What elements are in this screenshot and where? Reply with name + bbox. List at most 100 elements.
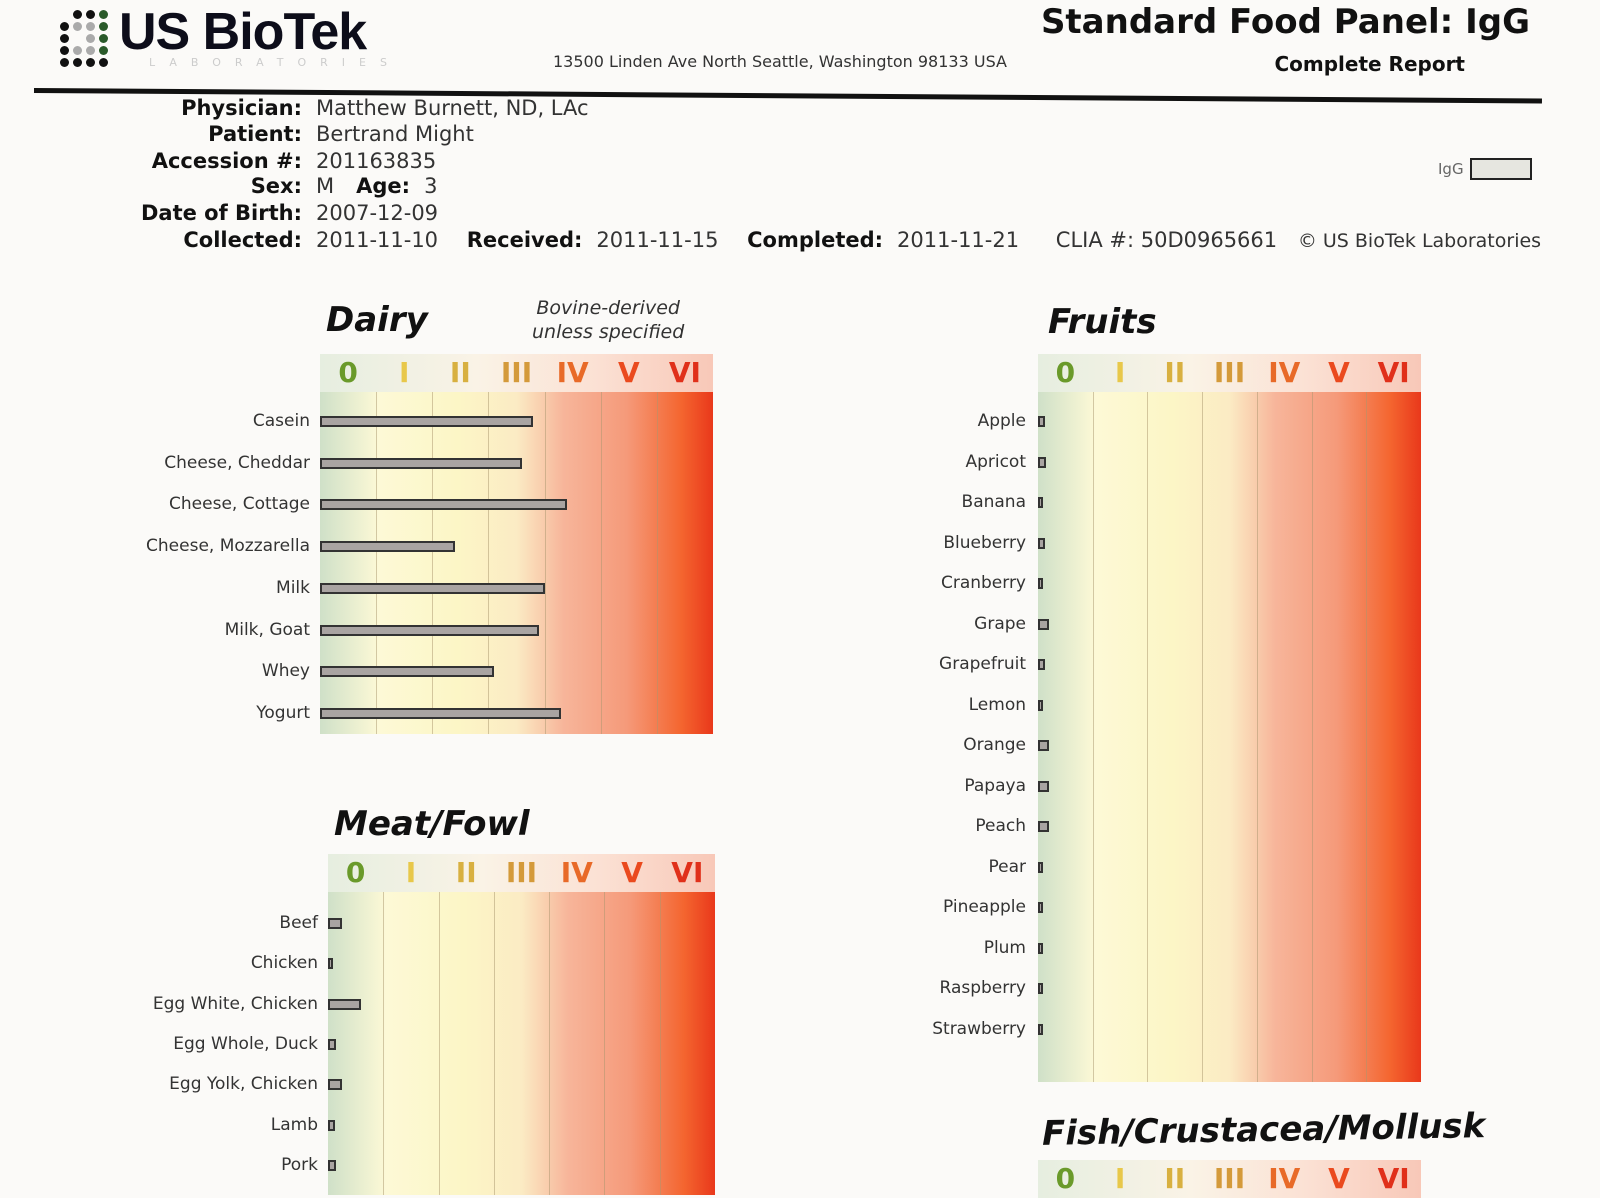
class-label: II bbox=[1164, 356, 1186, 389]
igg-bar bbox=[320, 624, 539, 636]
sex-label: Sex: bbox=[250, 174, 302, 198]
igg-bar bbox=[328, 1159, 337, 1171]
meat-title: Meat/Fowl bbox=[334, 804, 530, 844]
food-label: Chicken bbox=[250, 953, 318, 974]
igg-bar bbox=[320, 666, 495, 678]
food-label: Cheese, Mozzarella bbox=[146, 536, 310, 557]
igg-bar bbox=[1038, 659, 1046, 670]
food-label: Milk, Goat bbox=[224, 619, 310, 640]
copyright: © US BioTek Laboratories bbox=[1297, 230, 1542, 252]
brand-subtitle: LABORATORIES bbox=[149, 56, 401, 69]
class-label: V bbox=[621, 856, 643, 889]
class-header: 0 I II III IV V VI bbox=[1038, 354, 1421, 392]
igg-bar bbox=[1038, 537, 1046, 549]
patient-label: Patient: bbox=[208, 122, 302, 146]
gridline bbox=[1147, 392, 1149, 1082]
plot-area bbox=[320, 392, 713, 734]
class-label: II bbox=[449, 356, 471, 389]
class-label: IV bbox=[560, 856, 593, 889]
class-header: 0 I II III IV V VI bbox=[328, 854, 715, 892]
dob-label: Date of Birth: bbox=[140, 201, 302, 225]
fish-chart: 0 I II III IV V VI bbox=[1038, 1160, 1421, 1198]
igg-bar bbox=[1038, 578, 1044, 589]
plot-area bbox=[328, 892, 715, 1195]
class-label: I bbox=[399, 356, 410, 389]
food-label: Milk bbox=[276, 577, 310, 598]
class-label: I bbox=[405, 856, 417, 889]
plot-area bbox=[1038, 392, 1421, 1082]
dairy-title: Dairy bbox=[326, 300, 428, 340]
dob-value: 2007-12-09 bbox=[316, 201, 439, 225]
food-label: Pineapple bbox=[942, 897, 1026, 917]
class-label: I bbox=[1114, 356, 1126, 389]
received-value: 2011-11-15 bbox=[596, 228, 719, 252]
food-label: Plum bbox=[983, 937, 1026, 958]
food-label: Peach bbox=[975, 816, 1026, 836]
received-label: Received: bbox=[466, 228, 583, 252]
food-label: Beef bbox=[279, 913, 318, 933]
class-label: III bbox=[500, 356, 533, 389]
accession-label: Accession #: bbox=[151, 149, 302, 173]
food-label: Blueberry bbox=[943, 532, 1026, 553]
class-label: 0 bbox=[338, 356, 358, 389]
class-label: II bbox=[455, 856, 477, 889]
food-label: Strawberry bbox=[932, 1018, 1026, 1039]
igg-bar bbox=[320, 582, 545, 594]
igg-bar bbox=[328, 918, 342, 929]
gridline bbox=[544, 392, 546, 734]
clia-number: CLIA #: 50D0965661 bbox=[1055, 228, 1278, 252]
gridline bbox=[549, 892, 551, 1195]
patient-value: Bertrand Might bbox=[316, 122, 474, 146]
igg-bar bbox=[320, 499, 568, 511]
igg-bar bbox=[1038, 740, 1049, 751]
class-label: IV bbox=[1268, 1162, 1301, 1195]
accession-value: 201163835 bbox=[316, 149, 437, 173]
class-label: VI bbox=[1377, 356, 1410, 389]
class-label: VI bbox=[1377, 1162, 1410, 1195]
food-label: Orange bbox=[963, 735, 1026, 755]
food-label: Casein bbox=[252, 411, 310, 431]
fruits-title: Fruits bbox=[1048, 302, 1157, 342]
dairy-note: Bovine-derived unless specified bbox=[532, 296, 684, 344]
logo-dots-icon bbox=[60, 10, 109, 67]
igg-bar bbox=[1038, 699, 1043, 711]
food-label: Grapefruit bbox=[939, 654, 1026, 674]
food-label: Pear bbox=[988, 856, 1026, 877]
class-label: 0 bbox=[1055, 1162, 1076, 1195]
food-label: Egg White, Chicken bbox=[152, 993, 318, 1014]
igg-bar bbox=[1038, 983, 1044, 994]
report-title: Standard Food Panel: IgG bbox=[1040, 2, 1530, 42]
dairy-chart: 0 I II III IV V VI bbox=[320, 354, 713, 734]
legend-label: IgG bbox=[1438, 160, 1464, 178]
gridline bbox=[376, 392, 378, 734]
completed-label: Completed: bbox=[747, 228, 884, 252]
gridline bbox=[1311, 392, 1313, 1082]
gridline bbox=[1202, 392, 1204, 1082]
igg-bar bbox=[1038, 780, 1049, 792]
class-label: V bbox=[1328, 1162, 1350, 1195]
gridline bbox=[432, 392, 434, 734]
igg-bar bbox=[1038, 618, 1049, 630]
igg-bar bbox=[320, 707, 562, 719]
completed-value: 2011-11-21 bbox=[897, 228, 1020, 252]
igg-bar bbox=[1038, 861, 1043, 873]
gridline bbox=[1092, 392, 1094, 1082]
food-label: Lemon bbox=[968, 694, 1026, 715]
class-header: 0 I II III IV V VI bbox=[1038, 1160, 1421, 1198]
class-label: 0 bbox=[1055, 356, 1076, 389]
gridline bbox=[1366, 392, 1368, 1082]
report-subtitle: Complete Report bbox=[1274, 52, 1465, 76]
igg-bar bbox=[328, 1079, 342, 1091]
class-label: III bbox=[1213, 1162, 1246, 1195]
igg-bar bbox=[1038, 497, 1043, 508]
igg-legend: IgG bbox=[1438, 158, 1532, 180]
igg-bar bbox=[1038, 456, 1047, 468]
food-label: Papaya bbox=[964, 775, 1026, 796]
igg-bar bbox=[320, 541, 455, 553]
igg-bar bbox=[1038, 942, 1043, 954]
class-label: 0 bbox=[345, 856, 366, 889]
igg-bar bbox=[328, 1038, 337, 1050]
igg-bar bbox=[320, 457, 523, 469]
class-header: 0 I II III IV V VI bbox=[320, 354, 713, 392]
legend-swatch bbox=[1469, 158, 1532, 180]
